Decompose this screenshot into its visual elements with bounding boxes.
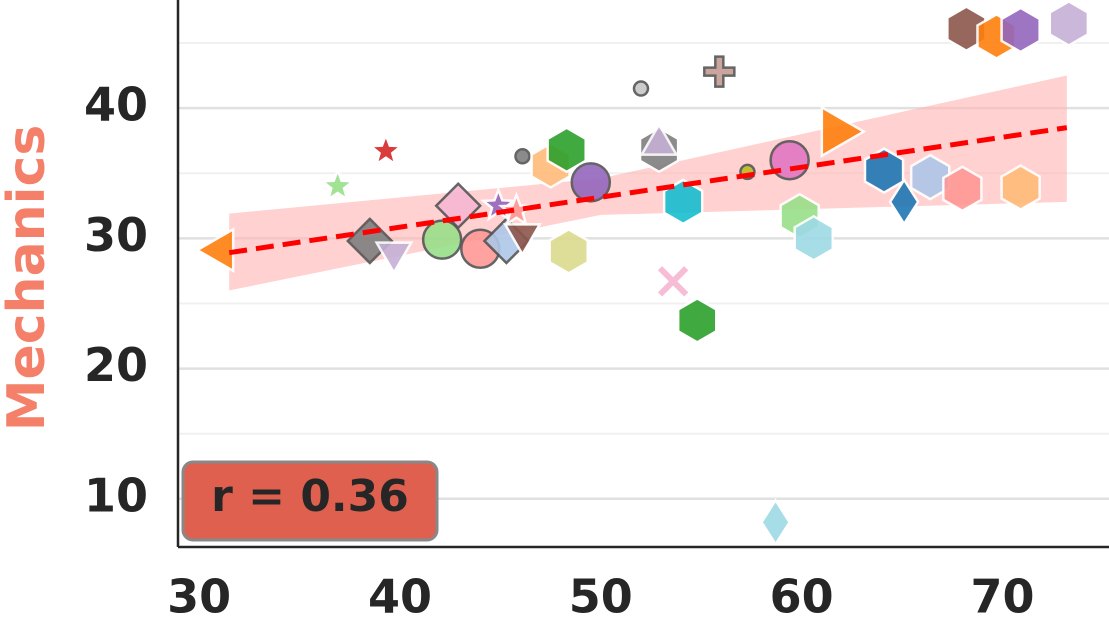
regression-line (228, 125, 1068, 256)
y-tick-label: 40 (84, 78, 148, 132)
data-point (1000, 164, 1041, 211)
annotation-box (181, 460, 439, 542)
x-tick-label: 70 (971, 570, 1035, 624)
data-point (909, 153, 951, 201)
data-point (570, 162, 612, 203)
y-axis-label: Mechanics (0, 125, 57, 432)
x-tick-label: 40 (368, 570, 432, 624)
data-point (421, 219, 463, 260)
data-point (760, 497, 792, 547)
data-point (654, 262, 692, 301)
data-point (374, 241, 414, 276)
data-point (888, 177, 920, 227)
data-point (1000, 6, 1041, 54)
data-point (546, 126, 587, 174)
data-point (367, 131, 405, 167)
data-point (662, 178, 704, 226)
data-point (346, 217, 394, 265)
data-point (863, 147, 905, 195)
annotation: r = 0.36 (211, 471, 409, 522)
data-point (946, 5, 987, 53)
data-point (632, 80, 650, 97)
data-point (793, 214, 835, 262)
data-point (194, 227, 235, 274)
data-point (703, 55, 736, 88)
data-point (319, 166, 357, 203)
data-point (676, 296, 718, 344)
data-point (942, 165, 983, 213)
x-tick-label: 50 (569, 570, 633, 624)
data-point (820, 105, 867, 158)
data-point (434, 182, 482, 230)
plot-area (194, 0, 1090, 547)
data-point (548, 227, 589, 275)
x-tick-label: 60 (770, 570, 834, 624)
ticks: 10 20 30 40 30 40 50 60 70 (84, 78, 1035, 624)
data-point (502, 223, 542, 257)
data-point (639, 122, 679, 156)
data-point (1048, 0, 1090, 47)
y-tick-label: 20 (84, 338, 148, 392)
y-tick-label: 30 (84, 208, 148, 262)
x-tick-label: 30 (167, 570, 231, 624)
data-point (514, 148, 531, 165)
y-tick-label: 10 (84, 468, 148, 522)
